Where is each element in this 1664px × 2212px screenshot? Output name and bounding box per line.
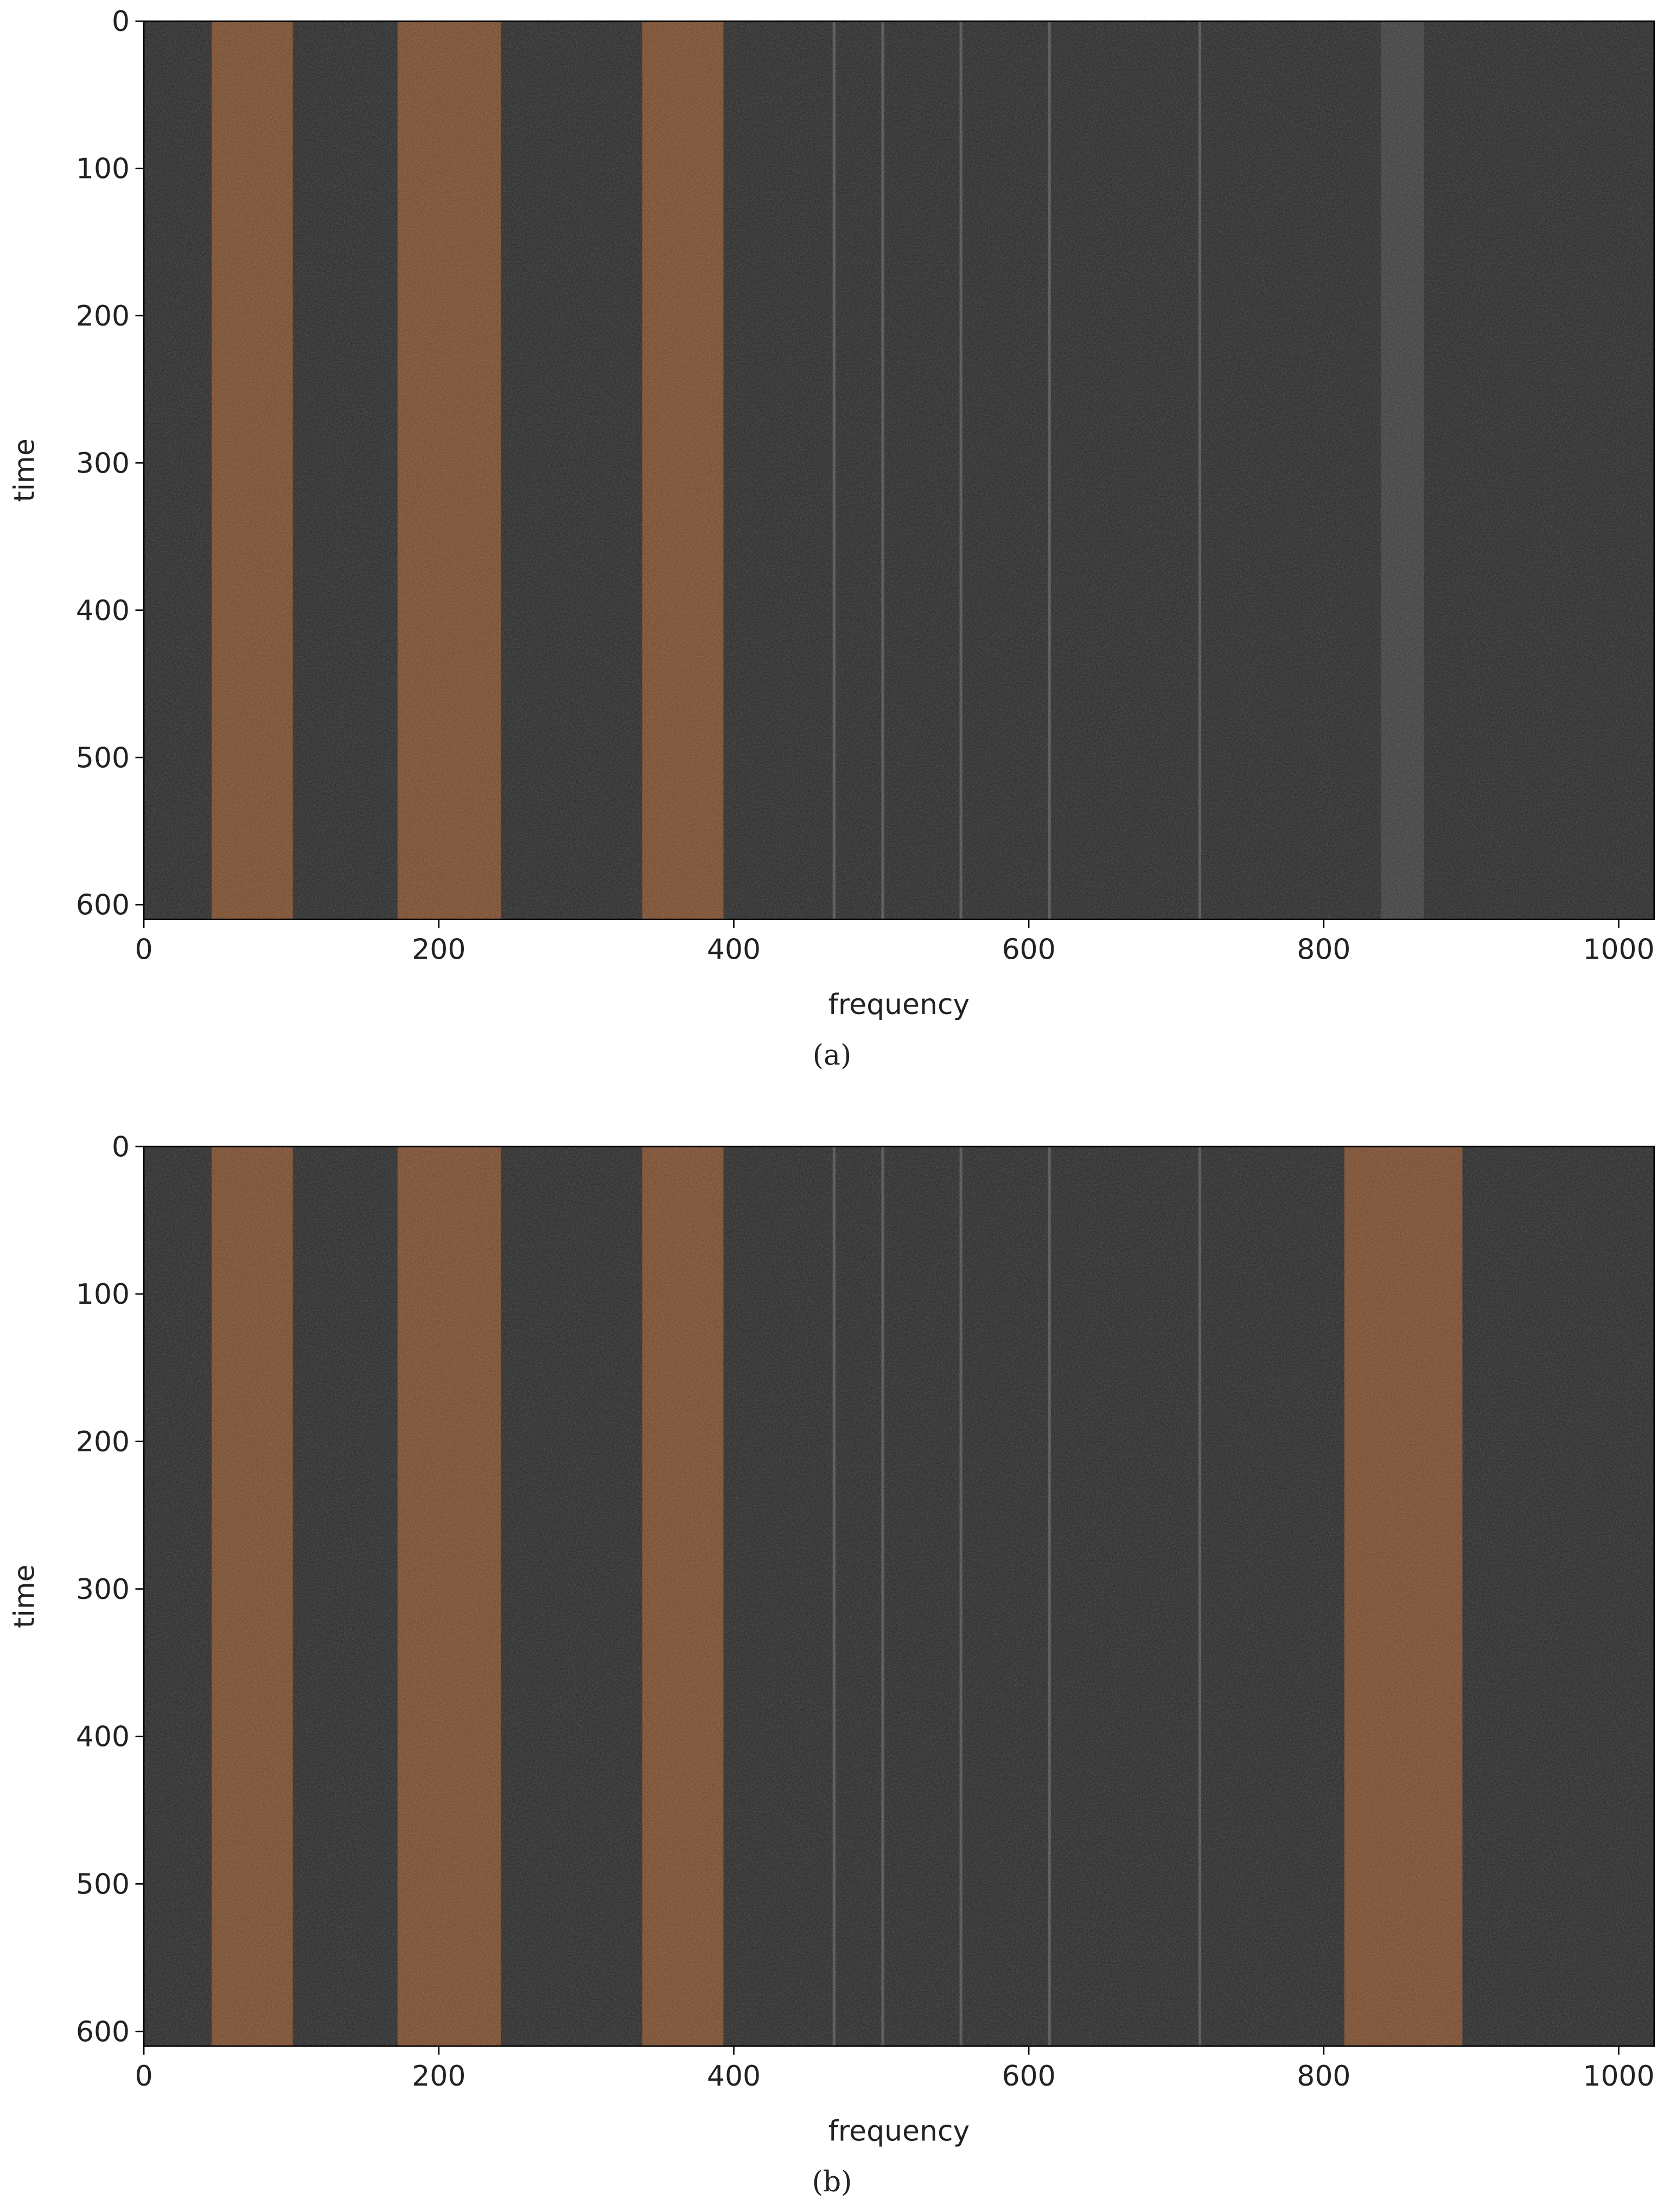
- y-tick-label: 600: [76, 889, 130, 922]
- x-tick-label: 200: [412, 933, 466, 966]
- y-tick-label: 500: [76, 742, 130, 774]
- caption: (b): [812, 2166, 852, 2198]
- noise: [144, 21, 1654, 920]
- plot: [143, 1145, 1655, 2047]
- x-tick-label: 400: [707, 2060, 761, 2093]
- x-tick-label: 600: [1002, 933, 1056, 966]
- x-tick-label: 0: [135, 2060, 153, 2093]
- y-tick-label: 600: [76, 2016, 130, 2048]
- x-axis-label: frequency: [828, 2115, 970, 2147]
- y-tick-label: 400: [76, 1721, 130, 1754]
- y-tick-label: 100: [76, 1278, 130, 1311]
- x-tick-label: 1000: [1583, 933, 1654, 966]
- x-axis-label: frequency: [828, 989, 970, 1021]
- y-tick-label: 0: [112, 1131, 130, 1163]
- x-tick-label: 800: [1297, 2060, 1350, 2093]
- plot: [143, 20, 1655, 920]
- y-tick-label: 100: [76, 153, 130, 186]
- y-axis-label: time: [8, 1565, 41, 1628]
- x-tick-label: 600: [1002, 2060, 1056, 2093]
- y-tick-label: 200: [76, 300, 130, 333]
- y-axis-label: time: [8, 438, 41, 502]
- x-tick-label: 800: [1297, 933, 1350, 966]
- x-tick-label: 400: [707, 933, 761, 966]
- y-tick-label: 0: [112, 5, 130, 38]
- x-tick-label: 0: [135, 933, 153, 966]
- x-tick-label: 200: [412, 2060, 466, 2093]
- y-tick-label: 200: [76, 1426, 130, 1458]
- plot-frame: [143, 20, 1655, 920]
- x-tick-label: 1000: [1583, 2060, 1654, 2093]
- noise: [144, 1146, 1654, 2047]
- caption: (a): [813, 1039, 852, 1072]
- y-tick-label: 300: [76, 1573, 130, 1606]
- y-tick-label: 400: [76, 595, 130, 627]
- y-tick-label: 500: [76, 1869, 130, 1901]
- y-tick-label: 300: [76, 447, 130, 480]
- plot-frame: [143, 1145, 1655, 2047]
